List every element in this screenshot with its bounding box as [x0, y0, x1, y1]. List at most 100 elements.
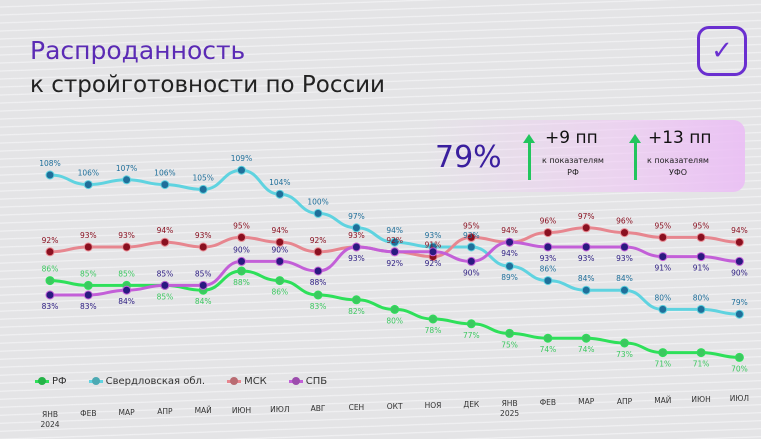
- data-point: [198, 242, 208, 252]
- data-label: 73%: [616, 350, 633, 359]
- x-tick-label: ДЕК: [463, 400, 480, 410]
- data-point: [275, 189, 285, 199]
- data-label: 85%: [157, 292, 174, 301]
- data-label: 93%: [616, 254, 633, 263]
- x-tick-label: ИЮН: [231, 405, 252, 415]
- data-point: [658, 232, 668, 242]
- data-label: 94%: [501, 249, 518, 258]
- data-point: [696, 348, 706, 358]
- data-label: 97%: [578, 212, 595, 221]
- data-point: [313, 266, 323, 276]
- data-label: 85%: [118, 269, 135, 278]
- x-tick-label: МАР: [578, 397, 595, 407]
- data-label: 94%: [271, 226, 288, 235]
- legend-item: МСК: [227, 376, 267, 387]
- data-label: 92%: [386, 236, 403, 245]
- data-label: 80%: [693, 293, 710, 302]
- data-label: 93%: [425, 231, 442, 240]
- data-point: [620, 338, 629, 348]
- chart-subtitle: к стройготовности по России: [30, 72, 386, 98]
- legend-marker-icon: [288, 379, 303, 383]
- data-point: [581, 242, 591, 252]
- data-label: 107%: [116, 164, 137, 173]
- data-point: [734, 309, 744, 319]
- data-label: 82%: [348, 307, 365, 316]
- data-label: 94%: [501, 226, 518, 235]
- data-label: 92%: [310, 236, 327, 245]
- legend-label: РФ: [52, 376, 67, 387]
- legend-marker-icon: [227, 379, 242, 383]
- data-label: 86%: [271, 288, 288, 297]
- x-tick-label: ФЕВ: [539, 398, 557, 408]
- x-tick-label: АВГ: [310, 403, 326, 413]
- x-tick-label: ФЕВ: [80, 409, 97, 419]
- arrow-up-icon: [523, 134, 535, 180]
- data-label: 77%: [463, 331, 480, 340]
- data-point: [696, 232, 706, 242]
- data-label: 83%: [310, 302, 327, 311]
- data-point: [198, 280, 208, 290]
- data-label: 96%: [616, 217, 633, 226]
- data-label: 84%: [195, 297, 212, 306]
- data-point: [160, 180, 170, 190]
- data-label: 100%: [307, 197, 328, 206]
- data-label: 104%: [269, 178, 290, 187]
- data-label: 93%: [578, 254, 595, 263]
- data-point: [313, 247, 323, 257]
- data-point: [237, 256, 246, 266]
- data-label: 93%: [118, 231, 135, 240]
- kpi-caption-rf: к показателям РФ: [533, 155, 613, 179]
- x-tick-label: МАЙ: [194, 406, 212, 416]
- data-point: [734, 237, 744, 247]
- data-label: 105%: [192, 173, 213, 182]
- kpi-caption-ufo: к показателям УФО: [638, 155, 718, 179]
- data-label: 106%: [154, 169, 175, 178]
- data-point: [275, 237, 285, 247]
- data-point: [466, 242, 476, 252]
- data-label: 89%: [501, 273, 518, 282]
- data-point: [581, 223, 591, 233]
- x-tick-label: ОКТ: [386, 401, 403, 411]
- kpi-caption-line: к показателям: [647, 156, 709, 165]
- data-point: [351, 242, 361, 252]
- data-label: 93%: [348, 254, 365, 263]
- data-point: [466, 232, 476, 242]
- data-point: [45, 170, 55, 180]
- data-point: [390, 237, 400, 247]
- data-point: [658, 252, 668, 262]
- kpi-caption-line: РФ: [567, 168, 579, 177]
- data-point: [45, 290, 55, 300]
- arrow-up-icon: [629, 134, 641, 180]
- legend-label: СПБ: [305, 376, 328, 387]
- data-point: [45, 247, 55, 257]
- data-label: 84%: [616, 274, 633, 283]
- data-label: 70%: [731, 364, 748, 373]
- check-icon: ✓: [697, 26, 747, 76]
- data-label: 71%: [654, 360, 671, 369]
- data-point: [581, 333, 591, 343]
- data-label: 92%: [386, 259, 403, 268]
- data-point: [83, 180, 93, 190]
- data-point: [505, 328, 515, 338]
- kpi-delta-rf: +9 пп: [545, 128, 598, 148]
- data-label: 90%: [731, 268, 748, 277]
- data-point: [543, 242, 553, 252]
- data-label: 91%: [425, 241, 442, 250]
- data-label: 88%: [310, 278, 327, 287]
- data-point: [275, 256, 285, 266]
- data-label: 95%: [463, 221, 480, 230]
- data-point: [390, 247, 400, 257]
- legend-item: Свердловская обл.: [88, 376, 206, 387]
- data-point: [351, 223, 361, 233]
- chart-title: Распроданность: [30, 36, 246, 65]
- data-label: 80%: [654, 293, 671, 302]
- legend-marker-icon: [88, 379, 103, 383]
- data-point: [198, 184, 208, 194]
- data-label: 91%: [693, 264, 710, 273]
- data-label: 92%: [42, 236, 59, 245]
- data-point: [122, 242, 132, 252]
- data-label: 93%: [80, 231, 97, 240]
- legend-label: Свердловская обл.: [105, 376, 206, 387]
- legend-label: МСК: [244, 376, 267, 387]
- data-label: 108%: [39, 159, 60, 168]
